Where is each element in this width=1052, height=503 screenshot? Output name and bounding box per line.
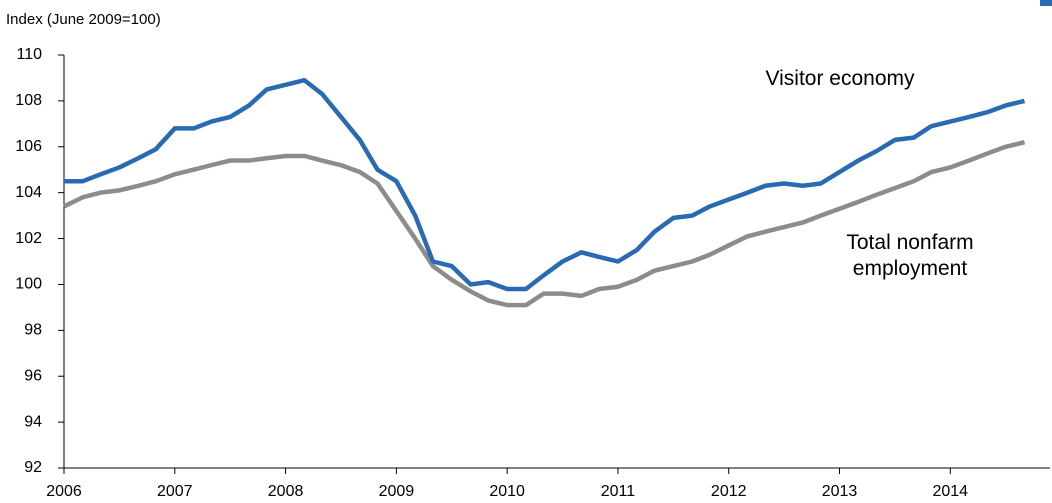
x-tick-label: 2013 — [822, 483, 858, 500]
y-tick-label: 100 — [15, 276, 42, 293]
x-tick-label: 2012 — [711, 483, 747, 500]
series-label: Total nonfarm employment — [846, 231, 974, 280]
y-tick-label: 96 — [24, 367, 42, 384]
x-tick-label: 2011 — [601, 483, 636, 500]
y-tick-label: 98 — [24, 322, 42, 339]
x-tick-label: 2010 — [489, 483, 525, 500]
series-label: Visitor economy — [765, 67, 915, 90]
x-tick-label: 2014 — [932, 483, 968, 500]
y-tick-label: 94 — [24, 413, 42, 430]
y-axis-label: Index (June 2009=100) — [6, 11, 161, 28]
y-tick-label: 108 — [15, 92, 42, 109]
y-tick-label: 110 — [16, 46, 42, 63]
x-tick-label: 2009 — [379, 483, 415, 500]
y-tick-label: 102 — [15, 230, 42, 247]
x-tick-label: 2006 — [46, 483, 82, 500]
corner-marker — [1040, 0, 1052, 6]
x-tick-label: 2008 — [268, 483, 304, 500]
series-line — [63, 140, 1026, 308]
y-tick-label: 92 — [24, 459, 42, 476]
y-tick-label: 104 — [15, 184, 42, 201]
series-line — [64, 77, 1026, 292]
x-tick-label: 2007 — [157, 483, 193, 500]
y-tick-label: 106 — [15, 138, 42, 155]
